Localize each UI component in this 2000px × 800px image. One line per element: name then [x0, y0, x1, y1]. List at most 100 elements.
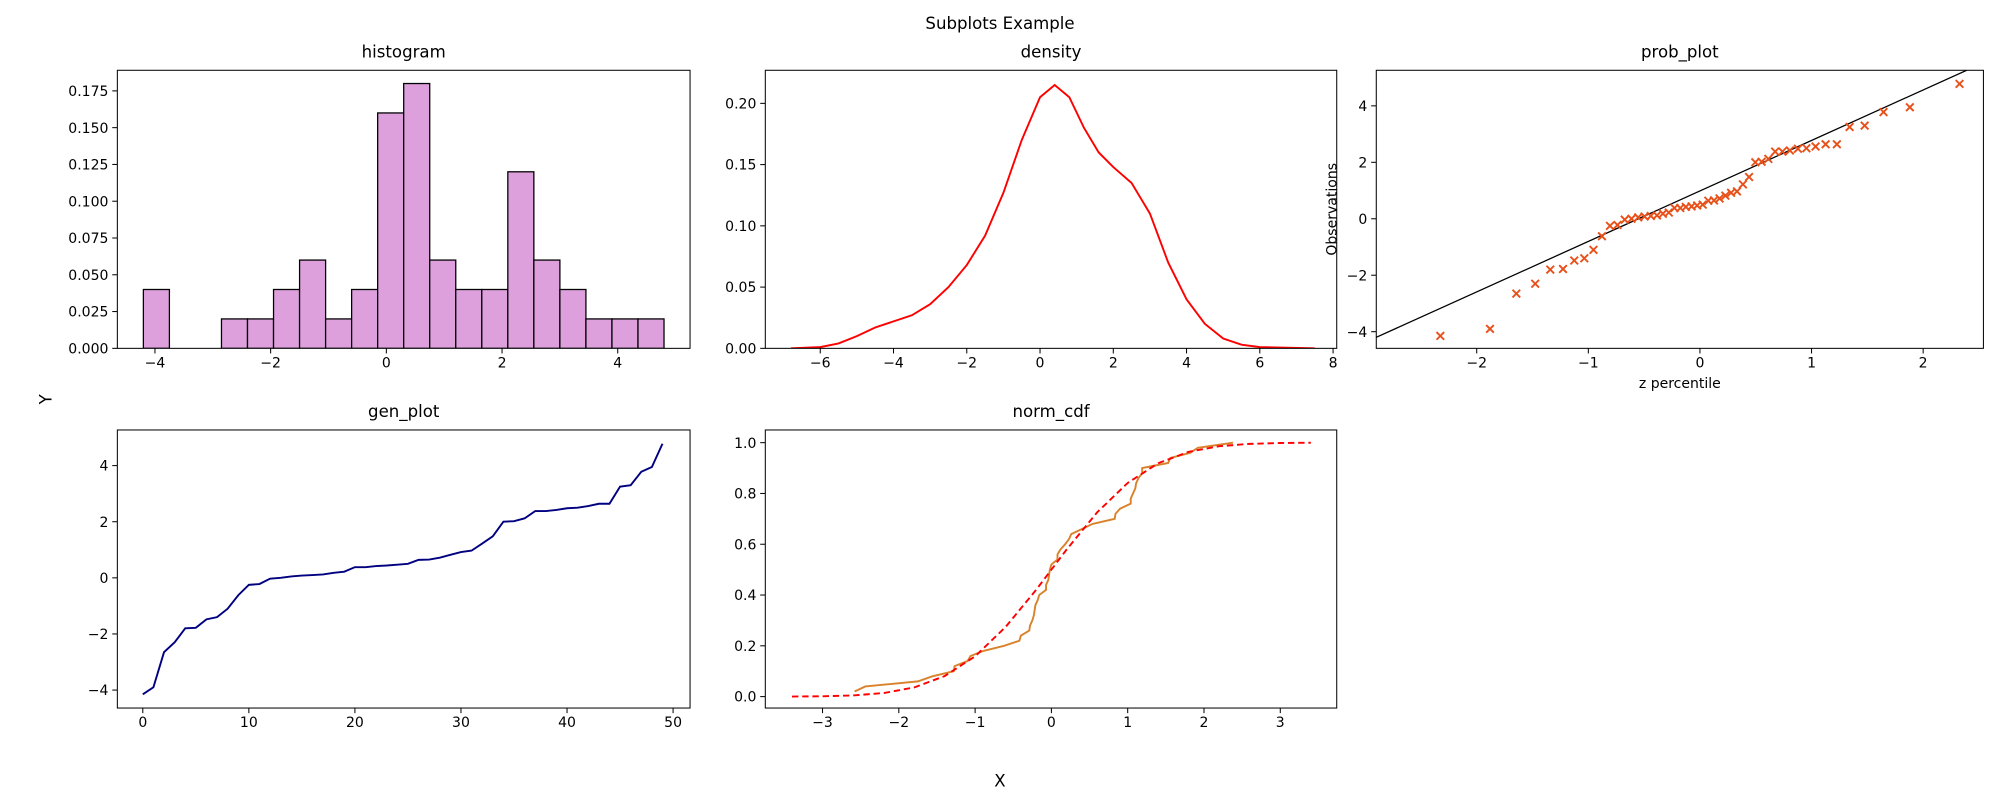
subplot-title: norm_cdf: [1012, 402, 1090, 422]
y-tick-label: 0.10: [725, 219, 756, 235]
scatter-point: [1777, 147, 1787, 157]
y-tick-label: 0.15: [725, 158, 756, 174]
plot-area: [790, 83, 1315, 349]
subplot-title: histogram: [362, 43, 446, 62]
bar: [324, 318, 353, 349]
x-tick-label: −3: [812, 715, 833, 731]
y-tick-label: −4: [1347, 325, 1368, 341]
plot-area: [791, 441, 1311, 698]
scatter-point: [1627, 214, 1637, 224]
bar: [246, 318, 275, 349]
y-tick-label: 0: [1358, 212, 1367, 228]
y-tick-label: 0.20: [725, 96, 756, 112]
scatter-point: [1793, 144, 1803, 154]
y-tick-label: 4: [1358, 99, 1367, 115]
plot-area: [142, 443, 664, 696]
x-tick-label: 3: [1276, 715, 1285, 731]
subplot: histogram −4 −2 0 2 4 0.000 0.025 0.050 0.075 0.10…: [68, 43, 691, 371]
y-tick-label: 0.025: [68, 305, 108, 321]
x-tick-label: 50: [664, 715, 682, 731]
y-tick-label: 0.050: [68, 268, 108, 284]
x-tick-label: −2: [260, 355, 281, 371]
bar: [377, 112, 405, 349]
x-tick-label: 0: [138, 715, 147, 731]
scatter-point: [1485, 324, 1495, 334]
line: [854, 441, 1234, 693]
scatter-point: [1821, 139, 1831, 149]
bar: [272, 288, 301, 349]
scatter-point: [1905, 102, 1915, 112]
y-tick-label: 2: [1358, 155, 1367, 171]
y-tick-label: 0.2: [734, 639, 756, 655]
scatter-point: [1612, 220, 1622, 230]
y-tick-label: 0.00: [725, 341, 756, 357]
figure-xlabel: X: [994, 772, 1005, 791]
axes-frame: [116, 69, 691, 349]
x-tick-label: 0: [1047, 715, 1056, 731]
scatter-point: [1744, 172, 1754, 182]
axes-frame: [764, 69, 1338, 349]
bar: [403, 82, 431, 349]
x-tick-label: 0: [382, 355, 391, 371]
y-tick-label: 0.150: [68, 121, 108, 137]
x-tick-label: 30: [452, 715, 470, 731]
y-tick-label: 0.175: [68, 84, 108, 100]
x-tick-label: 40: [558, 715, 576, 731]
scatter-point: [1709, 195, 1719, 205]
y-tick-label: 1.0: [734, 436, 756, 452]
bar: [429, 259, 457, 349]
bar: [637, 318, 665, 349]
plot-area: [142, 82, 665, 349]
scatter-point: [1558, 264, 1568, 274]
subplot: gen_plot 0 10 20 30 40 50 −4 −2 0 2 4: [88, 402, 691, 731]
x-tick-label: 1: [1807, 355, 1816, 371]
x-tick-label: 8: [1329, 355, 1338, 371]
y-tick-label: −4: [88, 683, 109, 699]
x-tick-label: 4: [1182, 355, 1191, 371]
subplot-title: density: [1021, 43, 1082, 62]
x-tick-label: 2: [1200, 715, 1209, 731]
scatter-point: [1569, 256, 1579, 266]
figure-ylabel: Y: [37, 393, 56, 405]
scatter-point: [1511, 289, 1521, 299]
x-tick-label: 0: [1036, 355, 1045, 371]
figure-title: Subplots Example: [925, 14, 1074, 33]
y-tick-label: 0.0: [734, 690, 756, 706]
x-tick-label: 4: [613, 355, 622, 371]
x-tick-label: 1: [1123, 715, 1132, 731]
scatter-point: [1757, 157, 1767, 167]
y-tick-label: 0.075: [68, 231, 108, 247]
scatter-point: [1605, 221, 1615, 231]
y-tick-label: 2: [99, 515, 108, 531]
y-tick-label: 0.05: [725, 280, 756, 296]
y-tick-label: 0: [99, 571, 108, 587]
subplot-title: gen_plot: [368, 402, 440, 422]
x-tick-label: −6: [810, 355, 831, 371]
axes-frame: [764, 429, 1338, 709]
scatter-point: [1801, 143, 1811, 153]
bar: [611, 318, 639, 349]
y-tick-label: −2: [88, 627, 109, 643]
y-tick-label: 0.8: [734, 487, 756, 503]
x-tick-label: −1: [1578, 355, 1599, 371]
line: [790, 83, 1315, 349]
x-tick-label: −1: [965, 715, 986, 731]
scatter-point: [1845, 122, 1855, 132]
plot-area: [1376, 70, 1967, 341]
y-tick-label: 0.6: [734, 537, 756, 553]
bar: [298, 259, 327, 349]
bar: [507, 171, 535, 349]
bar: [455, 288, 483, 349]
subplot: prob_plot −2 −1 0 1 2 −4 −2 0 2 4 z percentile Obser…: [1325, 43, 1984, 392]
bar: [350, 288, 379, 349]
bar: [220, 318, 249, 349]
y-tick-label: 0.100: [68, 194, 108, 210]
scatter-point: [1545, 265, 1555, 275]
bar: [559, 288, 587, 349]
x-tick-label: 20: [346, 715, 364, 731]
x-tick-label: 0: [1695, 355, 1704, 371]
x-tick-label: −2: [956, 355, 977, 371]
scatter-point: [1785, 145, 1795, 155]
x-tick-label: 10: [240, 715, 258, 731]
